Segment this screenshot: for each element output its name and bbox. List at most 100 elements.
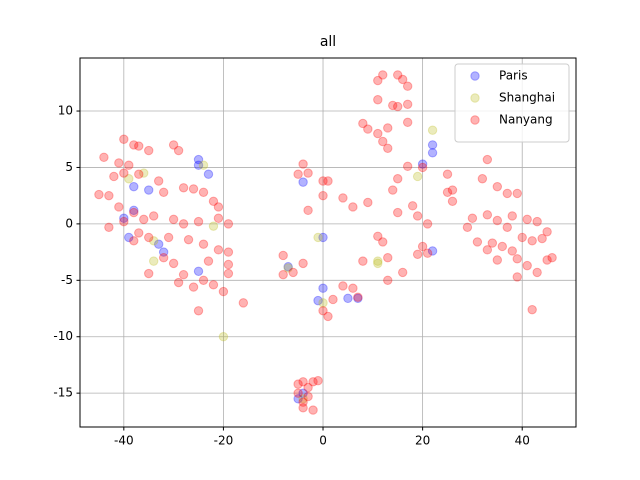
point — [507, 211, 517, 221]
point — [153, 239, 164, 249]
point — [293, 169, 303, 179]
point — [203, 256, 214, 266]
point — [94, 189, 104, 200]
point — [482, 210, 493, 220]
point — [303, 391, 313, 402]
point — [482, 245, 493, 255]
point — [298, 397, 308, 407]
point — [383, 123, 393, 133]
point — [472, 237, 483, 247]
y-tick-label: -15 — [53, 386, 73, 400]
point — [144, 145, 154, 156]
point — [527, 236, 537, 246]
chart-title: all — [320, 34, 336, 50]
legend-marker — [470, 115, 480, 125]
point — [427, 246, 438, 256]
point — [378, 237, 388, 247]
point — [422, 248, 433, 258]
point — [144, 232, 154, 243]
point — [238, 298, 249, 308]
points — [94, 70, 557, 415]
point — [313, 376, 323, 386]
legend: Paris Shanghai Nanyang — [454, 63, 570, 143]
point — [343, 293, 353, 304]
point — [328, 294, 338, 305]
point — [298, 394, 308, 404]
point — [512, 188, 522, 199]
point — [129, 207, 139, 218]
point — [363, 197, 373, 208]
point — [104, 222, 114, 232]
point — [119, 168, 129, 178]
point — [149, 256, 159, 266]
point — [178, 269, 189, 280]
point — [178, 219, 189, 229]
point — [168, 140, 179, 150]
point — [522, 214, 532, 225]
point — [213, 202, 224, 212]
point — [278, 269, 288, 280]
point — [318, 232, 328, 243]
point — [363, 124, 373, 134]
point — [298, 159, 308, 169]
point — [298, 258, 308, 269]
x-tick-label: 20 — [415, 434, 430, 448]
point — [303, 205, 313, 216]
point — [298, 377, 308, 387]
point — [497, 241, 507, 252]
point — [318, 283, 328, 293]
point — [198, 160, 209, 170]
point — [283, 262, 293, 272]
point — [129, 181, 139, 192]
point — [218, 286, 229, 297]
point — [373, 95, 383, 105]
point — [149, 236, 159, 246]
y-tick-label: 5 — [65, 160, 73, 174]
point — [99, 152, 109, 163]
point — [532, 216, 542, 227]
point — [502, 222, 512, 232]
point — [462, 222, 473, 232]
point — [417, 159, 428, 169]
point — [348, 283, 358, 293]
point — [402, 161, 413, 172]
point — [318, 176, 328, 186]
point — [393, 207, 403, 218]
point — [402, 117, 413, 128]
point — [293, 394, 303, 404]
point — [393, 70, 403, 80]
point — [442, 169, 453, 179]
point — [338, 281, 348, 291]
point — [492, 181, 503, 192]
point — [492, 255, 503, 265]
point — [193, 160, 204, 170]
point — [353, 293, 363, 304]
point — [397, 267, 408, 278]
ticks: -40 -20 0 20 40 -15 -10 -5 0 5 10 — [53, 104, 529, 448]
point — [193, 266, 204, 276]
point — [298, 403, 308, 413]
point — [318, 190, 328, 201]
point — [517, 232, 527, 243]
point — [348, 202, 358, 212]
point — [393, 174, 403, 184]
point — [218, 332, 229, 342]
point — [124, 232, 134, 243]
point — [447, 196, 458, 207]
point — [193, 154, 204, 165]
point — [323, 311, 333, 322]
point — [442, 187, 453, 197]
point — [198, 239, 209, 249]
point — [114, 158, 124, 168]
point — [119, 213, 129, 223]
point — [427, 140, 438, 150]
point — [114, 202, 124, 212]
point — [427, 125, 438, 135]
legend-label: Paris — [499, 69, 528, 83]
point — [482, 154, 493, 165]
y-tick-label: -10 — [53, 329, 73, 343]
point — [467, 213, 478, 223]
point — [313, 295, 323, 306]
point — [308, 405, 318, 415]
